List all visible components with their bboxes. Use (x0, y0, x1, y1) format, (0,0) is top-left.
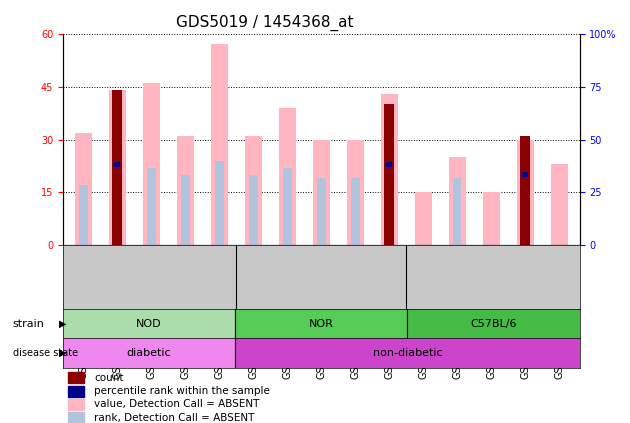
Bar (551, 164, 568, 245)
Text: GDS5019 / 1454368_at: GDS5019 / 1454368_at (176, 15, 353, 31)
Bar (79, 185, 88, 245)
Bar (109, 90, 126, 245)
Bar (181, 175, 190, 245)
Bar (520, 136, 530, 245)
Bar (235, 338, 580, 368)
Bar (211, 44, 228, 245)
Bar (283, 168, 292, 245)
Bar (521, 179, 529, 245)
Bar (385, 164, 394, 245)
Bar (143, 83, 160, 245)
Bar (386, 162, 392, 167)
Bar (68, 372, 84, 383)
Text: strain: strain (13, 319, 45, 329)
Bar (346, 140, 364, 245)
Bar (453, 179, 462, 245)
Text: value, Detection Call = ABSENT: value, Detection Call = ABSENT (94, 399, 260, 409)
Text: disease state: disease state (13, 348, 77, 358)
Bar (75, 132, 92, 245)
Bar (245, 136, 262, 245)
Bar (113, 164, 122, 245)
Bar (517, 140, 534, 245)
Text: non-diabetic: non-diabetic (372, 348, 442, 358)
Text: count: count (94, 373, 123, 383)
Bar (384, 104, 394, 245)
Text: diabetic: diabetic (127, 348, 171, 358)
Bar (147, 168, 156, 245)
Text: C57BL/6: C57BL/6 (470, 319, 517, 329)
Bar (249, 175, 258, 245)
Bar (381, 94, 398, 245)
Text: ▶: ▶ (59, 319, 66, 329)
Bar (313, 140, 329, 245)
Bar (114, 162, 120, 167)
Bar (63, 309, 235, 338)
Bar (317, 179, 326, 245)
Bar (112, 90, 122, 245)
Bar (522, 172, 529, 178)
Bar (235, 309, 408, 338)
Text: percentile rank within the sample: percentile rank within the sample (94, 386, 270, 396)
Bar (408, 309, 580, 338)
Bar (415, 192, 432, 245)
Bar (351, 179, 360, 245)
Bar (279, 108, 296, 245)
Text: ▶: ▶ (59, 348, 66, 358)
Bar (449, 157, 466, 245)
Text: NOD: NOD (136, 319, 162, 329)
Bar (215, 161, 224, 245)
Text: rank, Detection Call = ABSENT: rank, Detection Call = ABSENT (94, 412, 255, 423)
Text: NOR: NOR (309, 319, 334, 329)
Bar (68, 412, 84, 423)
Bar (63, 338, 235, 368)
Bar (68, 386, 84, 397)
Bar (483, 192, 500, 245)
Bar (177, 136, 194, 245)
Bar (68, 399, 84, 410)
